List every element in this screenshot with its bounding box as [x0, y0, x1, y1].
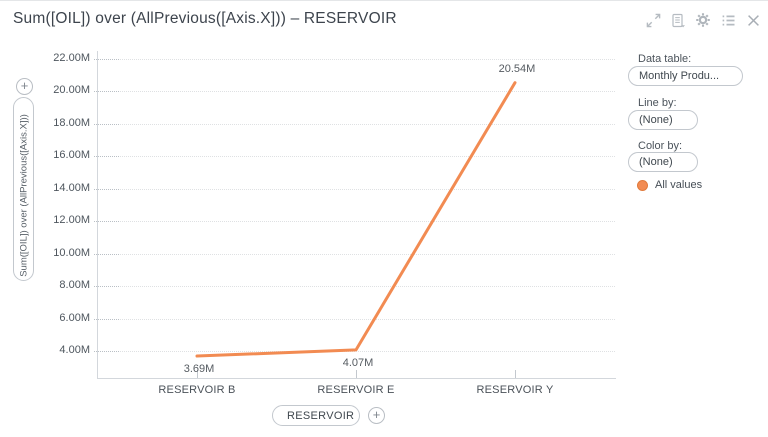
document-icon[interactable] [670, 12, 686, 28]
y-axis-tick [94, 351, 119, 352]
y-axis-tick [94, 59, 119, 60]
y-axis-tick-label: 10.00M [53, 246, 90, 259]
y-axis-tick [94, 123, 119, 125]
y-gridline [98, 221, 615, 223]
y-axis-tick-label: 4.00M [59, 344, 90, 356]
data-point-label: 20.54M [498, 62, 536, 75]
y-axis-tick-label: 20.00M [53, 84, 90, 97]
x-axis-tick [196, 370, 198, 378]
y-axis-tick-label: 6.00M [59, 311, 90, 324]
y-gridline [98, 286, 615, 288]
y-axis-tick [94, 188, 119, 190]
x-axis-selector-label: RESERVOIR [287, 409, 355, 422]
x-axis-selector[interactable]: RESERVOIR [272, 405, 360, 426]
y-gridline [98, 318, 615, 320]
expand-icon[interactable] [645, 12, 661, 28]
line-by-label: Line by: [638, 97, 677, 109]
legend: All values [637, 179, 702, 191]
x-axis-category-label: RESERVOIR B [158, 384, 236, 396]
x-axis-line [97, 378, 616, 379]
legend-color-swatch [637, 179, 648, 191]
x-axis-tick [355, 370, 357, 378]
y-axis-line [97, 51, 98, 378]
close-icon[interactable] [745, 12, 761, 28]
x-axis-category-label: RESERVOIR Y [476, 384, 554, 396]
y-gridline [98, 91, 615, 93]
data-table-value: Monthly Produ... [639, 70, 720, 82]
y-axis-tick-label: 14.00M [53, 181, 90, 194]
y-axis-selector[interactable]: Sum([OIL]) over (AllPrevious([Axis.X])) [13, 97, 34, 281]
y-gridline [98, 156, 615, 158]
y-axis-tick-label: 12.00M [53, 214, 90, 227]
data-table-dropdown[interactable]: Monthly Produ... [628, 66, 743, 86]
color-by-dropdown[interactable]: (None) [628, 152, 698, 172]
y-axis-tick [94, 91, 119, 93]
line-by-value: (None) [639, 114, 673, 126]
x-axis-tick [514, 370, 516, 378]
y-axis-tick-label: 22.00M [53, 52, 90, 64]
page-title: Sum([OIL]) over (AllPrevious([Axis.X])) … [13, 10, 397, 27]
y-axis-tick [94, 253, 119, 255]
y-gridline [98, 253, 615, 255]
y-axis-tick-label: 16.00M [53, 149, 90, 162]
add-x-axis-button[interactable]: + [368, 407, 385, 424]
y-axis-tick [94, 318, 119, 320]
y-axis-tick-label: 8.00M [59, 279, 90, 292]
y-gridline [98, 123, 615, 125]
y-axis-tick [94, 286, 119, 288]
y-gridline [98, 188, 615, 190]
gear-icon[interactable] [695, 12, 711, 28]
y-axis-tick [94, 156, 119, 158]
color-by-value: (None) [639, 156, 673, 168]
y-axis-tick-label: 18.00M [53, 116, 90, 129]
y-gridline [98, 351, 615, 352]
y-axis-tick [94, 221, 119, 223]
y-gridline [98, 59, 615, 60]
legend-label: All values [655, 179, 703, 191]
list-icon[interactable] [720, 12, 736, 28]
toolbar [645, 12, 761, 28]
data-point-label: 4.07M [342, 356, 374, 369]
x-axis-category-label: RESERVOIR E [317, 384, 395, 396]
color-by-label: Color by: [638, 140, 683, 152]
data-point-label: 3.69M [183, 363, 215, 376]
add-y-axis-button[interactable]: + [16, 78, 33, 95]
line-by-dropdown[interactable]: (None) [628, 110, 698, 130]
data-table-label: Data table: [638, 53, 692, 65]
